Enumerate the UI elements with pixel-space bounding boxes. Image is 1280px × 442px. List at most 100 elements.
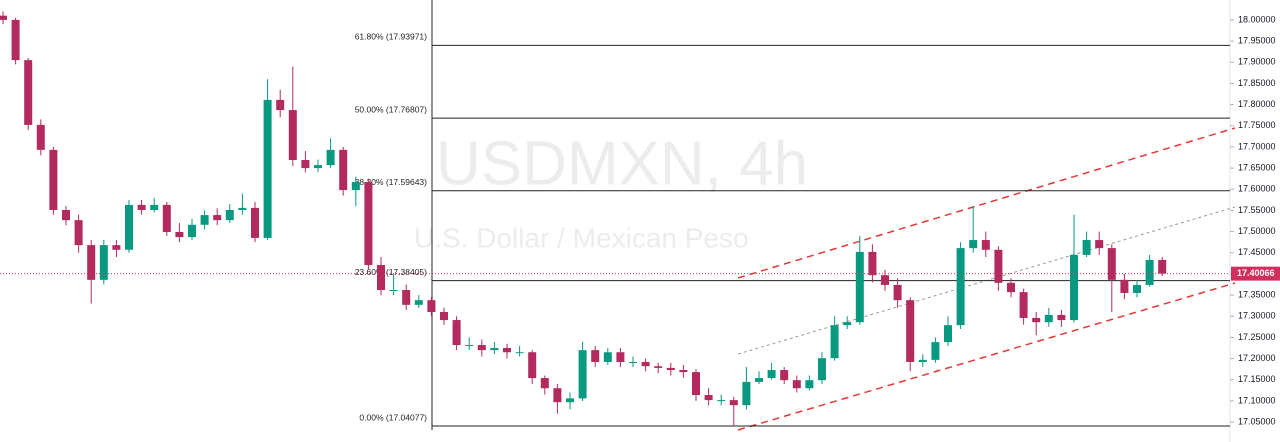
candle-body — [301, 160, 310, 169]
candle-body — [452, 320, 461, 346]
y-tick-label: 17.20000 — [1238, 353, 1276, 363]
y-tick-label: 17.95000 — [1238, 35, 1276, 45]
candle-body — [0, 15, 7, 20]
candle-body — [62, 209, 70, 221]
candle-body — [125, 204, 133, 250]
y-tick-label: 17.90000 — [1238, 57, 1276, 67]
candle-body — [465, 345, 474, 347]
y-tick-label: 17.70000 — [1238, 141, 1276, 151]
y-tick-label: 17.55000 — [1238, 205, 1276, 215]
candle-body — [1057, 314, 1066, 321]
candle-body — [99, 245, 108, 280]
candle-body — [238, 207, 247, 210]
candle-body — [969, 240, 978, 249]
y-tick-label: 17.35000 — [1238, 289, 1276, 299]
candle-body — [591, 350, 600, 362]
candle-body — [49, 149, 58, 210]
candle-body — [263, 99, 272, 238]
candle-body — [603, 352, 612, 362]
candle-body — [364, 182, 373, 266]
candle-body — [36, 124, 45, 150]
candle-body — [1032, 317, 1041, 323]
candle-body — [956, 248, 965, 326]
y-tick-label: 17.75000 — [1238, 120, 1276, 130]
candle-body — [188, 224, 196, 238]
candle-body — [74, 220, 83, 246]
candle-body — [288, 110, 297, 161]
candle-body — [1133, 284, 1141, 293]
y-tick-label: 17.45000 — [1238, 247, 1276, 257]
candle-body — [137, 204, 146, 210]
watermark-title: USDMXN, 4h — [436, 129, 808, 198]
fib-level-label: 61.80% (17.93971) — [355, 32, 427, 42]
candle-body — [414, 300, 423, 305]
fib-level-label: 23.60% (17.38405) — [355, 267, 427, 277]
y-tick-label: 17.15000 — [1238, 374, 1276, 384]
candle-body — [792, 380, 801, 389]
candle-body — [893, 284, 902, 301]
candle-body — [944, 325, 952, 343]
candle-body — [704, 395, 713, 401]
candle-body — [578, 350, 587, 399]
candle-body — [654, 366, 663, 368]
candle-body — [377, 265, 385, 291]
candle-body — [339, 149, 348, 191]
y-tick-label: 17.50000 — [1238, 226, 1276, 236]
candle-body — [440, 312, 448, 321]
candle-body — [175, 232, 184, 238]
candle-body — [1044, 314, 1053, 323]
candle-body — [351, 182, 360, 191]
candle-body — [1070, 254, 1078, 321]
candle-body — [314, 165, 322, 169]
watermark-subtitle: U.S. Dollar / Mexican Peso — [414, 222, 749, 253]
y-tick-label: 17.25000 — [1238, 332, 1276, 342]
candle-body — [881, 275, 889, 285]
candle-body — [150, 204, 159, 210]
candle-body — [402, 290, 411, 305]
y-tick-label: 17.65000 — [1238, 162, 1276, 172]
candle-body — [477, 345, 486, 351]
candle-body — [742, 381, 751, 406]
candle-body — [427, 300, 436, 313]
candle-body — [490, 348, 499, 351]
y-tick-label: 17.30000 — [1238, 311, 1276, 321]
candle-body — [629, 361, 637, 363]
candle-body — [906, 300, 915, 362]
last-price-box — [1231, 266, 1280, 281]
candle-body — [528, 352, 537, 379]
fib-level-label: 50.00% (17.76807) — [355, 104, 427, 114]
y-tick-label: 17.85000 — [1238, 78, 1276, 88]
channel-lower — [737, 282, 1236, 431]
candle-body — [1107, 248, 1116, 280]
candle-body — [868, 251, 877, 276]
candle-body — [87, 245, 96, 280]
candle-body — [692, 372, 700, 396]
y-tick-label: 17.80000 — [1238, 99, 1276, 109]
candle-body — [805, 380, 814, 389]
candle-body — [1120, 279, 1129, 293]
candle-body — [641, 361, 650, 367]
candle-body — [1019, 292, 1028, 318]
candle-body — [717, 400, 726, 402]
candle-body — [729, 400, 738, 406]
y-tick-label: 17.05000 — [1238, 416, 1276, 426]
candle-body — [389, 290, 398, 292]
last-price-label: 17.40066 — [1237, 268, 1275, 278]
candle-body — [553, 388, 562, 403]
candle-body — [616, 352, 625, 362]
candle-body — [931, 342, 940, 360]
candle-body — [843, 322, 852, 326]
candle-body — [251, 207, 259, 238]
candle-body — [225, 209, 234, 221]
candle-body — [112, 245, 121, 250]
candle-body — [326, 149, 335, 166]
candle-body — [855, 251, 864, 323]
candle-body — [830, 325, 839, 359]
channel-upper — [737, 127, 1236, 279]
candle-body — [11, 19, 20, 61]
fib-level-label: 38.20% (17.59643) — [355, 177, 427, 187]
candle-body — [200, 215, 209, 225]
candle-body — [24, 60, 33, 125]
